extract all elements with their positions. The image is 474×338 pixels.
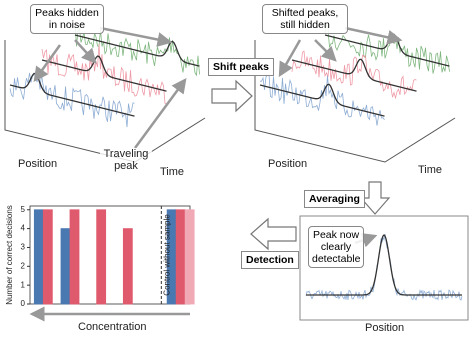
signal-curve [9,72,135,117]
axis-label: Time [160,166,185,178]
y-tick-label: 4 [21,224,26,233]
bar [122,228,133,305]
step-arrows [211,79,391,251]
bar [175,209,186,305]
signal-curve [74,34,200,67]
axis-label: Position [18,158,58,170]
bar [60,228,71,305]
y-tick-label: 0 [21,299,26,308]
annotation: Peak now clearly detectable [308,226,364,268]
y-tick-label: 2 [21,261,26,270]
bar [69,209,80,305]
step-label: Detection [241,251,299,269]
signal-curve [259,83,385,117]
y-axis-label: Number of correct decisions [5,205,14,305]
average-panel [299,215,469,321]
signal-curve [41,55,167,92]
step-label: Shift peaks [208,58,275,76]
noise-trace [9,72,135,128]
noise-trace [291,50,417,100]
axis-label: Time [418,164,443,176]
noise-trace [41,44,167,105]
pointer-arrows [29,26,403,322]
signal-curve [291,58,417,92]
annotation: Shifted peaks, still hidden [262,4,348,34]
bar [96,209,107,305]
noise-trace [259,73,385,126]
annotation: Control without sample [162,214,171,296]
bar [184,209,195,305]
annotation: Peaks hidden in noise [30,4,104,34]
step-label: Averaging [304,190,365,208]
y-tick-label: 5 [21,205,26,214]
axis-label: Concentration [78,321,147,333]
axis-label: Position [365,322,405,334]
bar [42,209,53,305]
axis-label: Position [268,158,308,170]
axes-3d [4,40,456,163]
y-tick-label: 1 [21,280,26,289]
signal-curve [306,234,462,296]
y-tick-label: 3 [21,243,26,252]
bar [33,209,44,305]
annotation: Traveling peak [100,148,152,172]
